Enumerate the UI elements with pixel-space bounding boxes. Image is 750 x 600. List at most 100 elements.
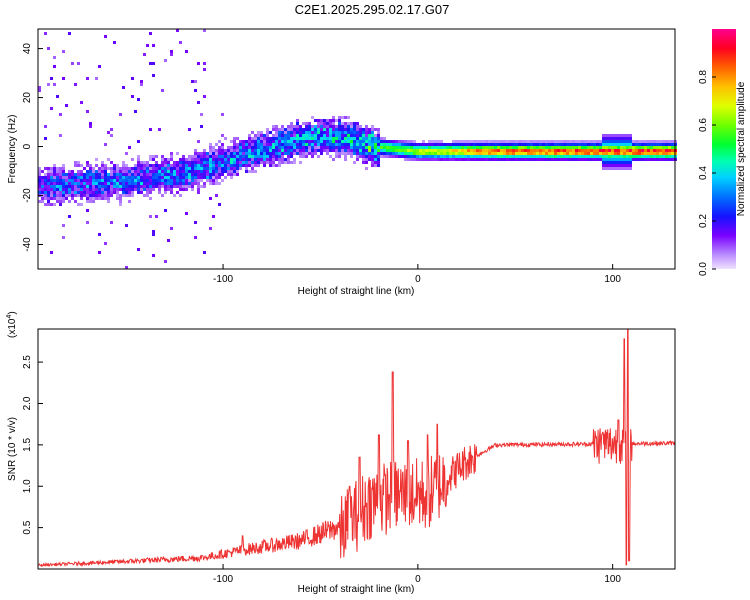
spectrogram-cell xyxy=(206,176,209,179)
spectrogram-cell xyxy=(287,131,290,134)
spectrogram-cell xyxy=(140,188,143,191)
spectrogram-cell xyxy=(224,167,227,170)
spectrogram-cell xyxy=(263,164,266,167)
spectrogram-cell xyxy=(272,155,275,158)
spectrogram-cell xyxy=(329,134,332,137)
spectrogram-cell xyxy=(305,122,308,125)
spectrogram-cell xyxy=(647,146,650,149)
spectrogram-cell xyxy=(137,170,140,173)
spectrogram-cell xyxy=(92,182,95,185)
spectrogram-cell xyxy=(155,164,158,167)
spectrogram-cell xyxy=(80,164,83,167)
spectrogram-cell xyxy=(428,152,431,155)
spectrogram-cell xyxy=(446,158,449,161)
spectrogram-cell xyxy=(476,152,479,155)
spectrogram-cell xyxy=(353,131,356,134)
spectrogram-cell xyxy=(665,149,668,152)
spectrogram-cell xyxy=(545,140,548,143)
spectrogram-cell xyxy=(617,158,620,161)
spectrogram-cell xyxy=(47,200,50,203)
spectrogram-cell xyxy=(149,155,152,158)
spectrogram-cell xyxy=(158,164,161,167)
spectrogram-cell xyxy=(317,140,320,143)
spectrogram-cell xyxy=(50,191,53,194)
spectrogram-cell xyxy=(617,155,620,158)
spectrogram-cell xyxy=(485,155,488,158)
spectrogram-cell xyxy=(344,125,347,128)
spectrogram-cell xyxy=(119,167,122,170)
spectrogram-cell xyxy=(194,158,197,161)
spectrogram-cell xyxy=(671,158,674,161)
spectrogram-cell xyxy=(62,77,65,80)
spectrogram-cell xyxy=(524,140,527,143)
spectrogram-cell xyxy=(350,125,353,128)
spectrogram-cell xyxy=(59,113,62,116)
spectrogram-cell xyxy=(47,182,50,185)
spectrogram-cell xyxy=(98,197,101,200)
spectrogram-cell xyxy=(575,155,578,158)
spectrogram-cell xyxy=(365,167,368,170)
spectrogram-cell xyxy=(260,134,263,137)
spectrogram-cell xyxy=(443,146,446,149)
spectrogram-cell xyxy=(152,254,155,257)
spectrogram-cell xyxy=(140,182,143,185)
spectrogram-cell xyxy=(167,173,170,176)
spectrogram-cell xyxy=(422,146,425,149)
spectrogram-cell xyxy=(335,149,338,152)
spectrogram-cell xyxy=(236,158,239,161)
spectrogram-cell xyxy=(551,158,554,161)
spectrogram-cell xyxy=(308,128,311,131)
spectrogram-cell xyxy=(512,140,515,143)
spectrogram-cell xyxy=(209,149,212,152)
colorbar: 0.00.20.40.60.8 Normalized spectral ampl… xyxy=(698,29,747,276)
spectrogram-cell xyxy=(371,164,374,167)
spectrogram-cell xyxy=(626,149,629,152)
spectrogram-cell xyxy=(194,170,197,173)
spectrogram-cell xyxy=(470,158,473,161)
spectrogram-cell xyxy=(383,140,386,143)
spectrogram-cell xyxy=(275,128,278,131)
spectrogram-cell xyxy=(107,131,110,134)
spectrogram-cell xyxy=(314,128,317,131)
spectrogram-cell xyxy=(608,140,611,143)
spectrogram-cell xyxy=(491,146,494,149)
spectrogram-cell xyxy=(539,155,542,158)
spectrogram-cell xyxy=(365,140,368,143)
spectrogram-cell xyxy=(170,53,173,56)
spectrogram-cell xyxy=(191,185,194,188)
colorbar-label: Normalized spectral amplitude xyxy=(736,81,747,216)
spectrogram-cell xyxy=(86,197,89,200)
spectrogram-cell xyxy=(218,176,221,179)
spectrogram-cell xyxy=(62,236,65,239)
spectrogram-cell xyxy=(401,155,404,158)
spectrogram-cell xyxy=(134,188,137,191)
spectrogram-cell xyxy=(188,155,191,158)
spectrogram-cell xyxy=(395,149,398,152)
spectrogram-cell xyxy=(119,200,122,203)
y-tick-label: 1.5 xyxy=(22,437,33,451)
spectrogram-cell xyxy=(350,131,353,134)
spectrogram-cell xyxy=(404,152,407,155)
spectrogram-cell xyxy=(500,155,503,158)
spectrogram-cell xyxy=(548,143,551,146)
spectrogram-cell xyxy=(74,176,77,179)
spectrogram-cell xyxy=(533,155,536,158)
spectrogram-cell xyxy=(86,194,89,197)
spectrogram-cell xyxy=(590,146,593,149)
spectrogram-cell xyxy=(521,152,524,155)
spectrogram-cell xyxy=(47,185,50,188)
spectrogram-cell xyxy=(203,176,206,179)
spectrogram-cell xyxy=(572,155,575,158)
spectrogram-cell xyxy=(191,161,194,164)
spectrogram-cell xyxy=(338,155,341,158)
spectrogram-cell xyxy=(437,146,440,149)
spectrogram-cell xyxy=(269,140,272,143)
snr-frame xyxy=(37,328,676,570)
spectrogram-cell xyxy=(164,188,167,191)
spectrogram-cell xyxy=(251,131,254,134)
spectrogram-cell xyxy=(371,125,374,128)
spectrogram-cell xyxy=(530,152,533,155)
spectrogram-cell xyxy=(311,149,314,152)
spectrogram-cell xyxy=(149,62,152,65)
spectrogram-cell xyxy=(368,128,371,131)
